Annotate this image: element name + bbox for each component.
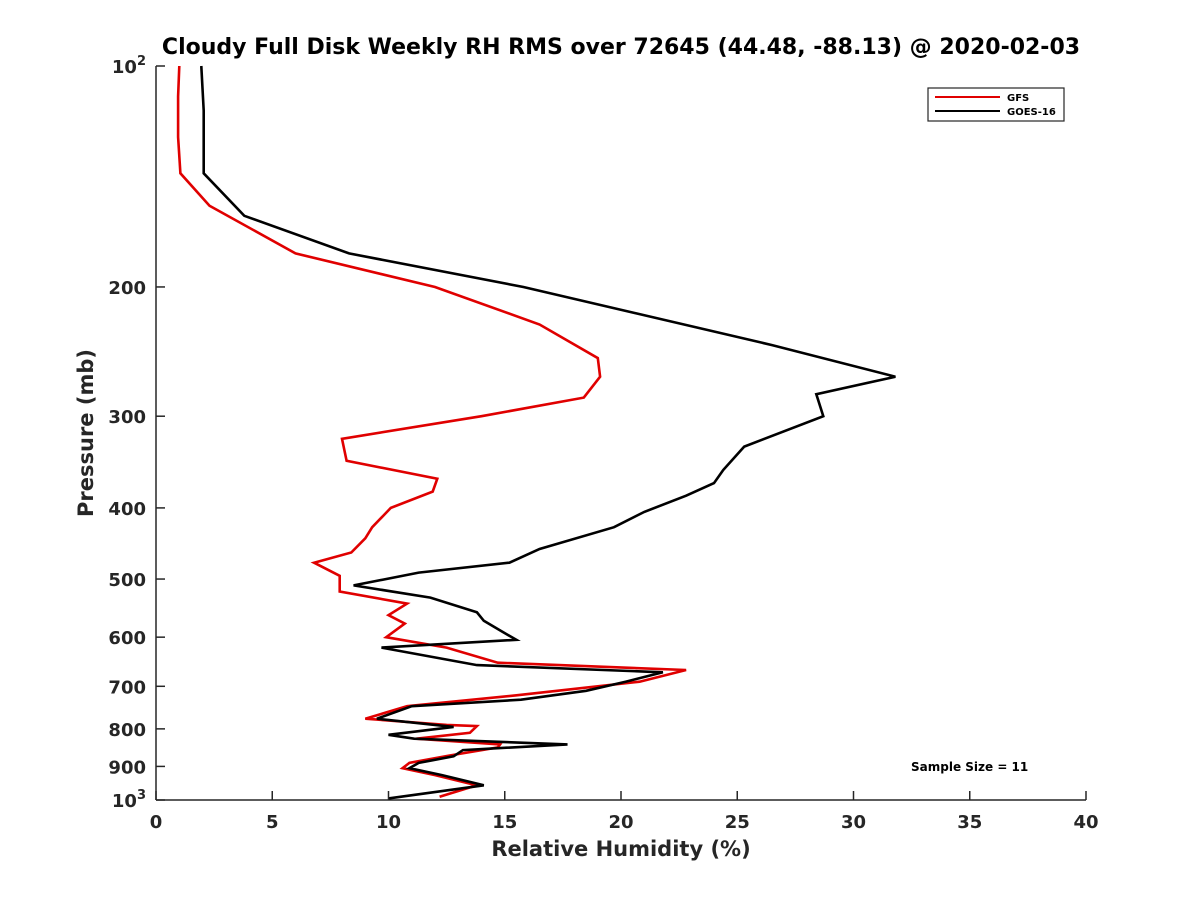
- sample-size-annotation: Sample Size = 11: [911, 760, 1028, 774]
- x-axis-label: Relative Humidity (%): [491, 837, 750, 861]
- x-tick-label: 20: [608, 812, 633, 833]
- y-tick-label: 500: [108, 570, 146, 591]
- legend-label-goes16: GOES-16: [1007, 107, 1056, 118]
- y-tick-label: 103: [112, 788, 146, 812]
- y-tick-label: 900: [108, 757, 146, 778]
- x-tick-label: 5: [266, 812, 279, 833]
- legend-label-gfs: GFS: [1007, 93, 1029, 104]
- x-tick-label: 40: [1073, 812, 1098, 833]
- x-tick-label: 10: [376, 812, 401, 833]
- x-tick-label: 15: [492, 812, 517, 833]
- y-tick-label: 600: [108, 628, 146, 649]
- y-tick-label: 300: [108, 407, 146, 428]
- x-tick-label: 25: [725, 812, 750, 833]
- x-tick-label: 35: [957, 812, 982, 833]
- plot-area: 0 5 10 15 20 25 30 35 40 102 200 300 400 500 600 700 80…: [108, 54, 1098, 833]
- legend-box: [927, 87, 1065, 122]
- y-tick-label: 400: [108, 499, 146, 520]
- legend: GFS GOES-16: [927, 87, 1065, 122]
- y-tick-label: 700: [108, 677, 146, 698]
- y-tick-label: 200: [108, 278, 146, 299]
- series-layer: [176, 65, 896, 800]
- x-ticks: 0 5 10 15 20 25 30 35 40: [150, 791, 1099, 833]
- series-line-goes16: [200, 65, 896, 800]
- y-tick-label: 800: [108, 720, 146, 741]
- y-tick-label: 102: [112, 54, 146, 78]
- y-ticks: 102 200 300 400 500 600 700 800 900 103: [108, 54, 165, 812]
- x-tick-label: 30: [841, 812, 866, 833]
- y-axis-label: Pressure (mb): [74, 349, 98, 517]
- chart-title: Cloudy Full Disk Weekly RH RMS over 7264…: [162, 35, 1080, 60]
- series-line-gfs: [176, 65, 687, 799]
- x-tick-label: 0: [150, 812, 163, 833]
